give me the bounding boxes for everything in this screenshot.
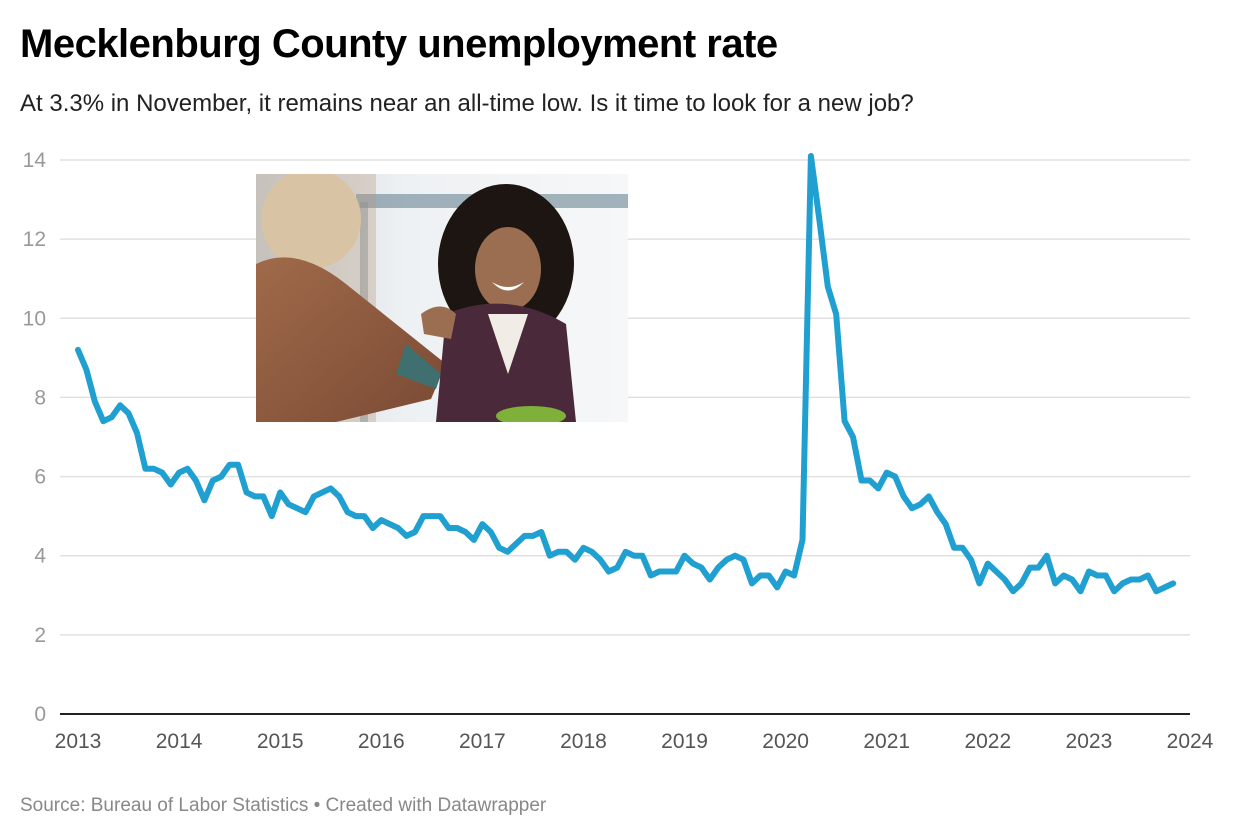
x-tick-label: 2016: [358, 730, 405, 753]
x-tick-label: 2023: [1066, 730, 1113, 753]
x-tick-label: 2015: [257, 730, 304, 753]
y-tick-label: 2: [34, 624, 46, 647]
y-axis-ticks: 0 2 4 6 8 10 12 14: [23, 149, 47, 726]
page-subtitle: At 3.3% in November, it remains near an …: [20, 90, 914, 117]
y-tick-label: 14: [23, 149, 47, 172]
source-note: Source: Bureau of Labor Statistics • Cre…: [20, 795, 547, 816]
y-tick-label: 12: [23, 228, 46, 251]
page-title: Mecklenburg County unemployment rate: [20, 22, 778, 66]
x-tick-label: 2022: [964, 730, 1011, 753]
handshake-photo: [256, 174, 628, 422]
x-axis-ticks: 2013 2014 2015 2016 2017 2018 2019 2020 2021 2022…: [55, 730, 1214, 753]
x-tick-label: 2017: [459, 730, 506, 753]
x-tick-label: 2018: [560, 730, 607, 753]
chart-gridlines: [60, 159, 1190, 636]
y-tick-label: 6: [34, 466, 46, 489]
y-tick-label: 0: [34, 703, 46, 726]
y-tick-label: 4: [34, 545, 46, 568]
x-tick-label: 2014: [156, 730, 203, 753]
x-tick-label: 2013: [55, 730, 102, 753]
line-chart: 0 2 4 6 8 10 12 14 2013 2014 2015 2016 2017 2018 2019…: [23, 149, 1214, 753]
x-tick-label: 2019: [661, 730, 708, 753]
y-tick-label: 8: [34, 386, 46, 409]
x-tick-label: 2020: [762, 730, 809, 753]
x-tick-label: 2021: [863, 730, 910, 753]
y-tick-label: 10: [23, 307, 46, 330]
x-tick-label: 2024: [1167, 730, 1214, 753]
unemployment-rate-line: [75, 153, 1177, 595]
